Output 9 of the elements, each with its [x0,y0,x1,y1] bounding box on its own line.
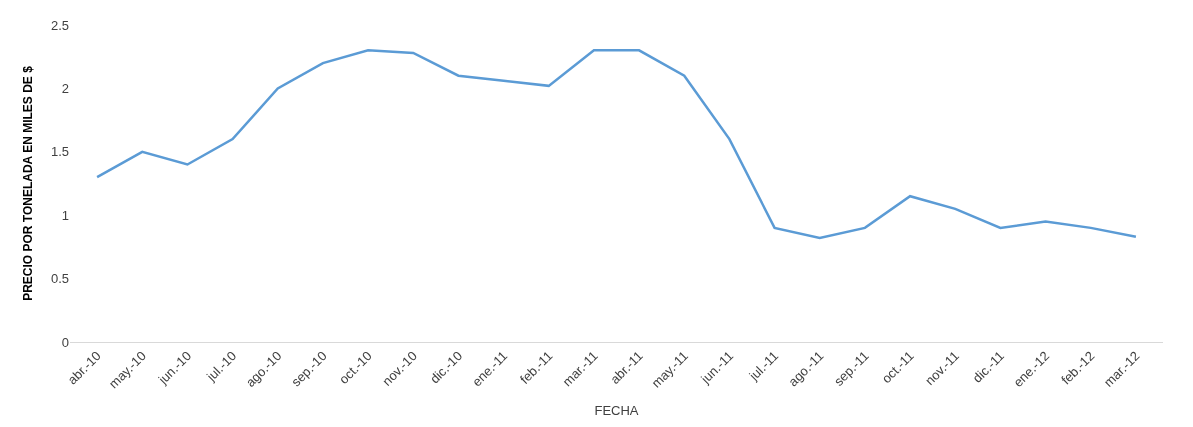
y-tick-label: 0 [61,334,69,350]
y-tick-label: 0.5 [50,271,69,287]
y-tick-label: 1.5 [50,144,69,160]
x-axis-title: FECHA [594,402,639,418]
y-tick-label: 2 [61,80,69,96]
y-tick-label: 1 [61,207,69,223]
y-axis-title: PRECIO POR TONELADA EN MILES DE $ [21,65,36,301]
line-series [95,49,1138,240]
y-tick-label: 2.5 [50,17,69,33]
